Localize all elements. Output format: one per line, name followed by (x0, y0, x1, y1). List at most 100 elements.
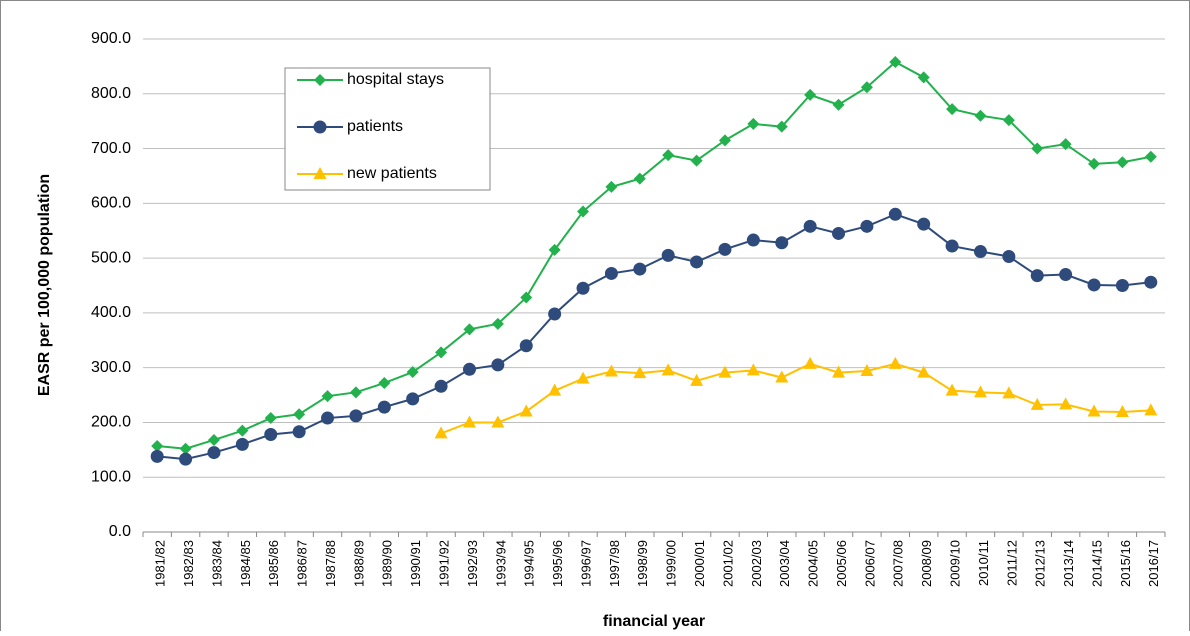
data-point (1144, 403, 1158, 416)
data-point (293, 408, 306, 421)
data-point (435, 346, 448, 359)
x-tick-label: 1989/90 (380, 540, 395, 587)
data-point (604, 266, 618, 280)
y-tick-label: 400.0 (91, 304, 131, 321)
data-point (888, 207, 902, 221)
data-point (605, 180, 618, 193)
data-point (377, 400, 391, 414)
data-point (974, 109, 987, 122)
data-point (1087, 404, 1101, 417)
data-point (917, 365, 931, 378)
x-tick-label: 1990/91 (408, 540, 423, 587)
data-point (179, 452, 193, 466)
x-tick-label: 1986/87 (295, 540, 310, 587)
data-point (1059, 397, 1073, 410)
data-point (604, 364, 618, 377)
data-point (235, 437, 249, 451)
data-point (633, 262, 647, 276)
data-point (349, 409, 363, 423)
data-point (349, 386, 362, 399)
data-point (973, 245, 987, 259)
data-point (803, 356, 817, 369)
data-point (519, 404, 533, 417)
y-tick-label: 100.0 (91, 468, 131, 485)
x-tick-label: 2012/13 (1033, 540, 1048, 587)
x-tick-label: 2014/15 (1089, 540, 1104, 587)
data-point (973, 385, 987, 398)
data-point (775, 120, 788, 133)
data-point (1144, 150, 1157, 163)
data-point (207, 433, 220, 446)
series-line (440, 362, 1151, 435)
data-point (718, 134, 731, 147)
data-point (548, 243, 561, 256)
x-axis-label: financial year (603, 613, 705, 630)
x-tick-label: 1988/89 (351, 540, 366, 587)
x-tick-label: 1982/83 (181, 540, 196, 587)
x-tick-label: 1981/82 (153, 540, 168, 587)
data-point (150, 449, 164, 463)
y-tick-label: 0.0 (109, 523, 131, 540)
data-point (718, 242, 732, 256)
data-point (775, 370, 789, 383)
data-point (1115, 279, 1129, 292)
data-point (917, 217, 931, 231)
y-tick-label: 500.0 (91, 249, 131, 266)
data-point (888, 356, 902, 369)
data-point (832, 365, 846, 378)
data-point (519, 339, 533, 353)
x-tick-label: 1987/88 (323, 540, 338, 587)
x-tick-label: 2005/06 (834, 540, 849, 587)
data-point (946, 103, 959, 116)
x-tick-label: 2000/01 (692, 540, 707, 587)
data-point (1002, 386, 1016, 399)
x-tick-label: 2004/05 (806, 540, 821, 587)
x-tick-label: 2011/12 (1004, 540, 1019, 586)
data-point (718, 365, 732, 378)
x-tick-label: 2009/10 (948, 540, 963, 587)
legend-marker (313, 167, 327, 179)
y-tick-label: 700.0 (91, 140, 131, 157)
data-point (860, 363, 874, 376)
data-point (1059, 268, 1073, 282)
data-point (662, 149, 675, 162)
x-tick-label: 2008/09 (919, 540, 934, 587)
data-point (576, 371, 590, 384)
data-point (803, 219, 817, 233)
legend-label: hospital stays (347, 71, 444, 88)
data-point (1059, 138, 1072, 151)
x-tick-label: 2006/07 (862, 540, 877, 587)
x-tick-label: 1997/98 (607, 540, 622, 587)
data-point (690, 255, 704, 269)
x-tick-label: 1993/94 (493, 540, 508, 587)
x-tick-label: 1998/99 (635, 540, 650, 587)
data-point (1115, 405, 1129, 418)
data-point (633, 172, 646, 185)
data-point (1030, 397, 1044, 410)
data-point (945, 383, 959, 396)
data-point (292, 425, 306, 439)
x-tick-label: 2013/14 (1061, 540, 1076, 587)
data-point (576, 281, 590, 295)
data-point (1031, 142, 1044, 155)
data-point (321, 390, 334, 403)
data-point (775, 236, 789, 250)
data-point (491, 415, 505, 428)
data-point (1116, 156, 1129, 169)
data-point (917, 71, 930, 84)
data-point (889, 56, 902, 69)
legend-label: new patients (347, 165, 437, 182)
data-point (378, 377, 391, 390)
data-point (434, 379, 448, 393)
x-tick-label: 2002/03 (749, 540, 764, 587)
y-axis-label: EASR per 100,000 population (36, 174, 53, 396)
data-point (1002, 114, 1015, 127)
x-tick-label: 1995/96 (550, 540, 565, 587)
data-point (321, 411, 335, 425)
data-point (690, 373, 704, 386)
x-tick-label: 1991/92 (437, 540, 452, 587)
legend-label: patients (347, 118, 403, 135)
data-point (491, 317, 504, 330)
data-point (633, 366, 647, 379)
